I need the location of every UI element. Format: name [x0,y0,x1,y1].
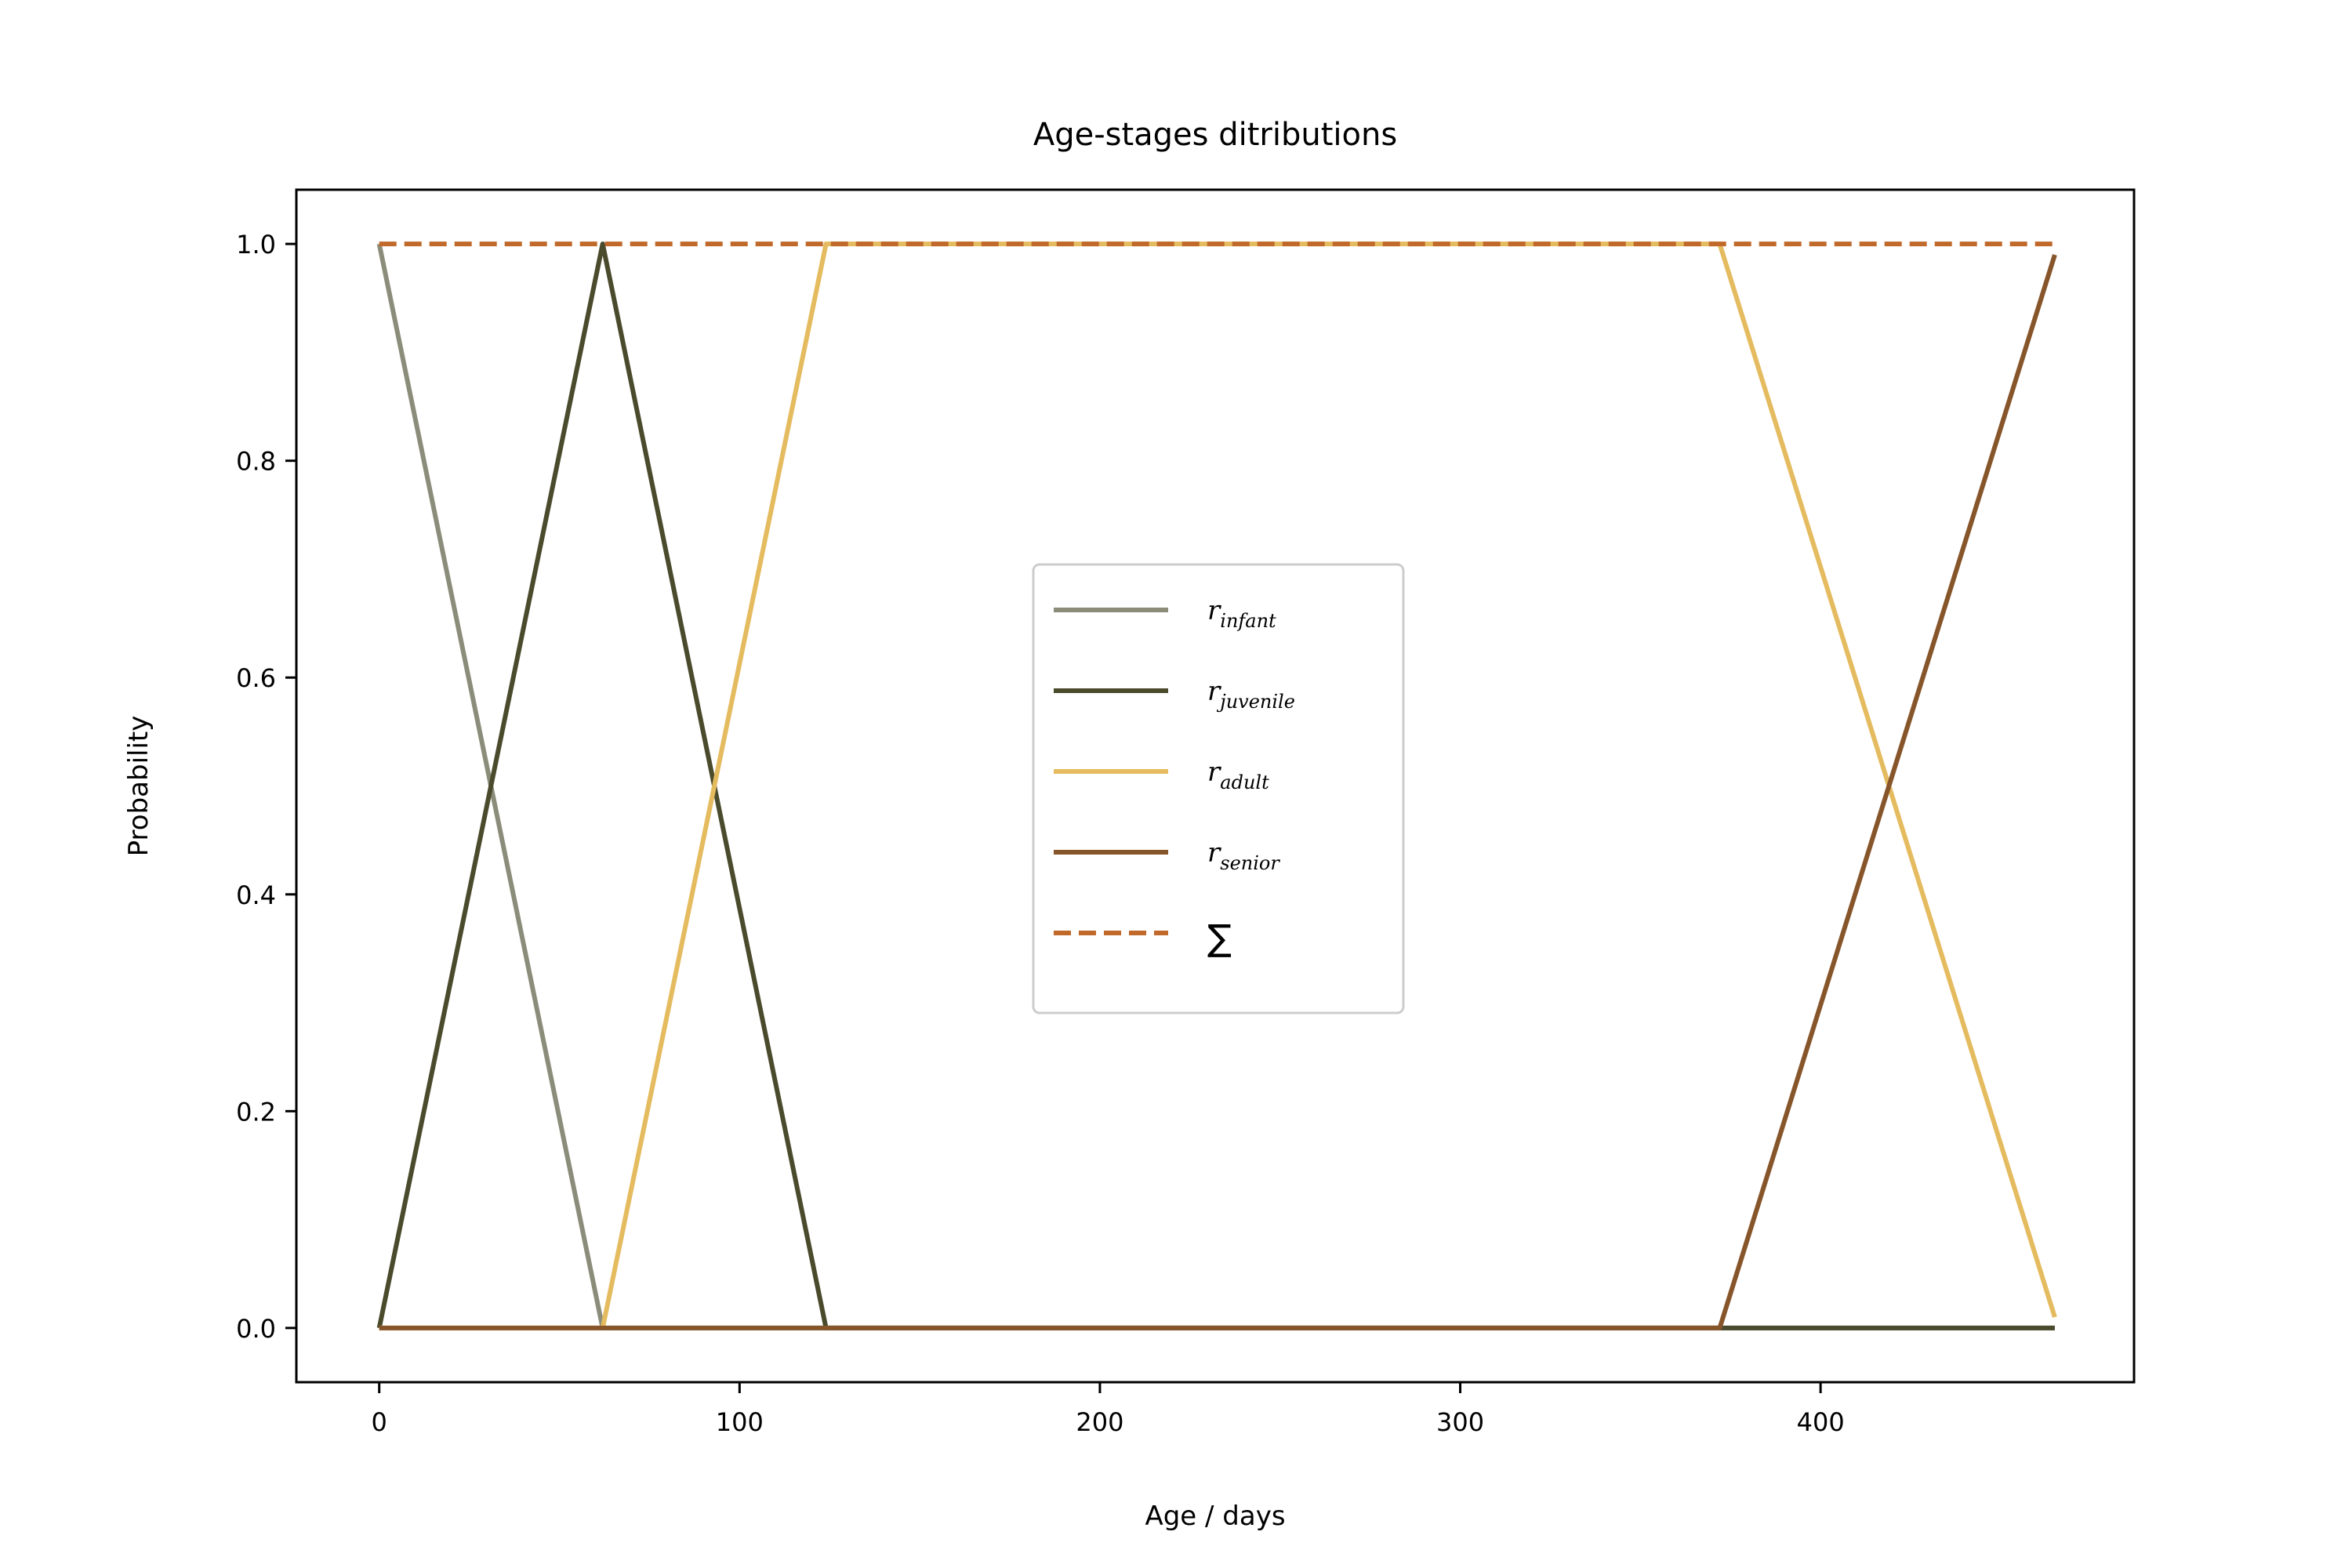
y-tick-label: 0.0 [236,1314,276,1344]
legend-label-infant: rinfant [1207,595,1276,632]
legend-label-juvenile: rjuvenile [1207,676,1295,713]
y-axis: 0.0 0.2 0.4 0.6 0.8 1.0 [236,230,296,1344]
plot-lines [376,241,2057,1330]
x-axis-label: Age / days [1145,1501,1285,1532]
series-line-senior [379,254,2057,1330]
legend-label-adult: radult [1207,757,1269,793]
y-axis-label: Probability [123,716,154,857]
y-tick-label: 1.0 [236,230,276,260]
legend-label-sum: ∑ [1207,916,1232,959]
x-tick-label: 400 [1797,1407,1845,1437]
x-tick-label: 200 [1076,1407,1123,1437]
legend: rinfant rjuvenile radult rsenior ∑ [1032,563,1405,1014]
legend-frame [1032,563,1405,1014]
x-axis: 0 100 200 300 400 [372,1382,1845,1437]
x-tick-label: 100 [716,1407,764,1437]
chart-title: Age-stages ditributions [1033,117,1397,153]
y-tick-label: 0.6 [236,663,276,693]
y-tick-label: 0.4 [236,880,276,910]
legend-label-senior: rsenior [1207,837,1280,874]
y-tick-label: 0.2 [236,1097,276,1127]
plot-frame [295,188,2136,1384]
x-tick-label: 0 [372,1407,387,1437]
x-tick-label: 300 [1436,1407,1484,1437]
y-tick-label: 0.8 [236,447,276,477]
